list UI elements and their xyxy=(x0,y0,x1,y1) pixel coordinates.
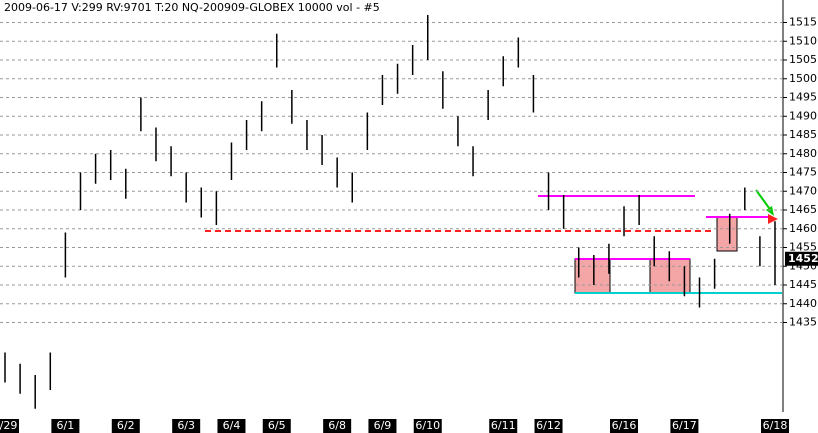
y-tick-label: 1440 xyxy=(789,297,817,310)
x-tick-label: 6/29 xyxy=(0,419,17,432)
date-label-bg xyxy=(534,419,563,433)
date-label-bg xyxy=(670,419,699,433)
date-label-bg xyxy=(413,419,442,433)
y-tick-label: 1465 xyxy=(789,203,817,216)
arrow-head xyxy=(768,214,778,224)
y-tick-label: 1495 xyxy=(789,91,817,104)
y-tick-label: 1435 xyxy=(789,316,817,329)
x-tick-label: 6/18 xyxy=(763,419,788,432)
y-tick-label: 1500 xyxy=(789,72,817,85)
y-tick-label: 1470 xyxy=(789,184,817,197)
date-label-bg xyxy=(368,419,397,433)
x-tick-label: 6/11 xyxy=(491,419,516,432)
marks: 6/29 6/1 6/2 6/3 6/4 6/5 6/8 6/9 6/10 6/11 6/12 6/1… xyxy=(0,15,818,433)
x-tick-label: 6/9 xyxy=(374,419,392,432)
y-tick-label: 1480 xyxy=(789,147,817,160)
date-label-bg xyxy=(262,419,291,433)
last-price-label: 1452 xyxy=(788,252,818,265)
date-label-bg xyxy=(323,419,352,433)
x-tick-label: 6/2 xyxy=(117,419,135,432)
date-label-bg xyxy=(489,419,518,433)
y-tick-label: 1445 xyxy=(789,278,817,291)
date-label-bg xyxy=(51,419,80,433)
y-tick-label: 1515 xyxy=(789,16,817,29)
x-tick-label: 6/10 xyxy=(415,419,440,432)
x-tick-label: 6/4 xyxy=(223,419,241,432)
date-label-bg xyxy=(761,419,789,433)
date-label-bg xyxy=(0,419,19,433)
zone-box xyxy=(574,258,611,294)
date-label-bg xyxy=(172,419,201,433)
x-tick-label: 6/1 xyxy=(57,419,75,432)
y-tick-label: 1460 xyxy=(789,222,817,235)
arrow-head xyxy=(766,206,774,216)
y-tick-label: 1485 xyxy=(789,128,817,141)
x-tick-label: 6/5 xyxy=(268,419,286,432)
zone-box xyxy=(716,216,738,252)
date-label-bg xyxy=(111,419,140,433)
y-tick-label: 1510 xyxy=(789,34,817,47)
y-tick-label: 1475 xyxy=(789,166,817,179)
x-tick-label: 6/3 xyxy=(177,419,195,432)
chart-title: 2009-06-17 V:299 RV:9701 T:20 NQ-200909-… xyxy=(4,1,380,14)
date-label-bg xyxy=(610,419,639,433)
y-tick-label: 1490 xyxy=(789,109,817,122)
x-tick-label: 6/12 xyxy=(536,419,561,432)
x-tick-label: 6/17 xyxy=(672,419,697,432)
y-tick-label: 1455 xyxy=(789,241,817,254)
date-label-bg xyxy=(217,419,246,433)
y-tick-label: 1505 xyxy=(789,53,817,66)
x-tick-label: 6/16 xyxy=(612,419,637,432)
last-price-box xyxy=(785,251,818,266)
x-tick-label: 6/8 xyxy=(328,419,346,432)
